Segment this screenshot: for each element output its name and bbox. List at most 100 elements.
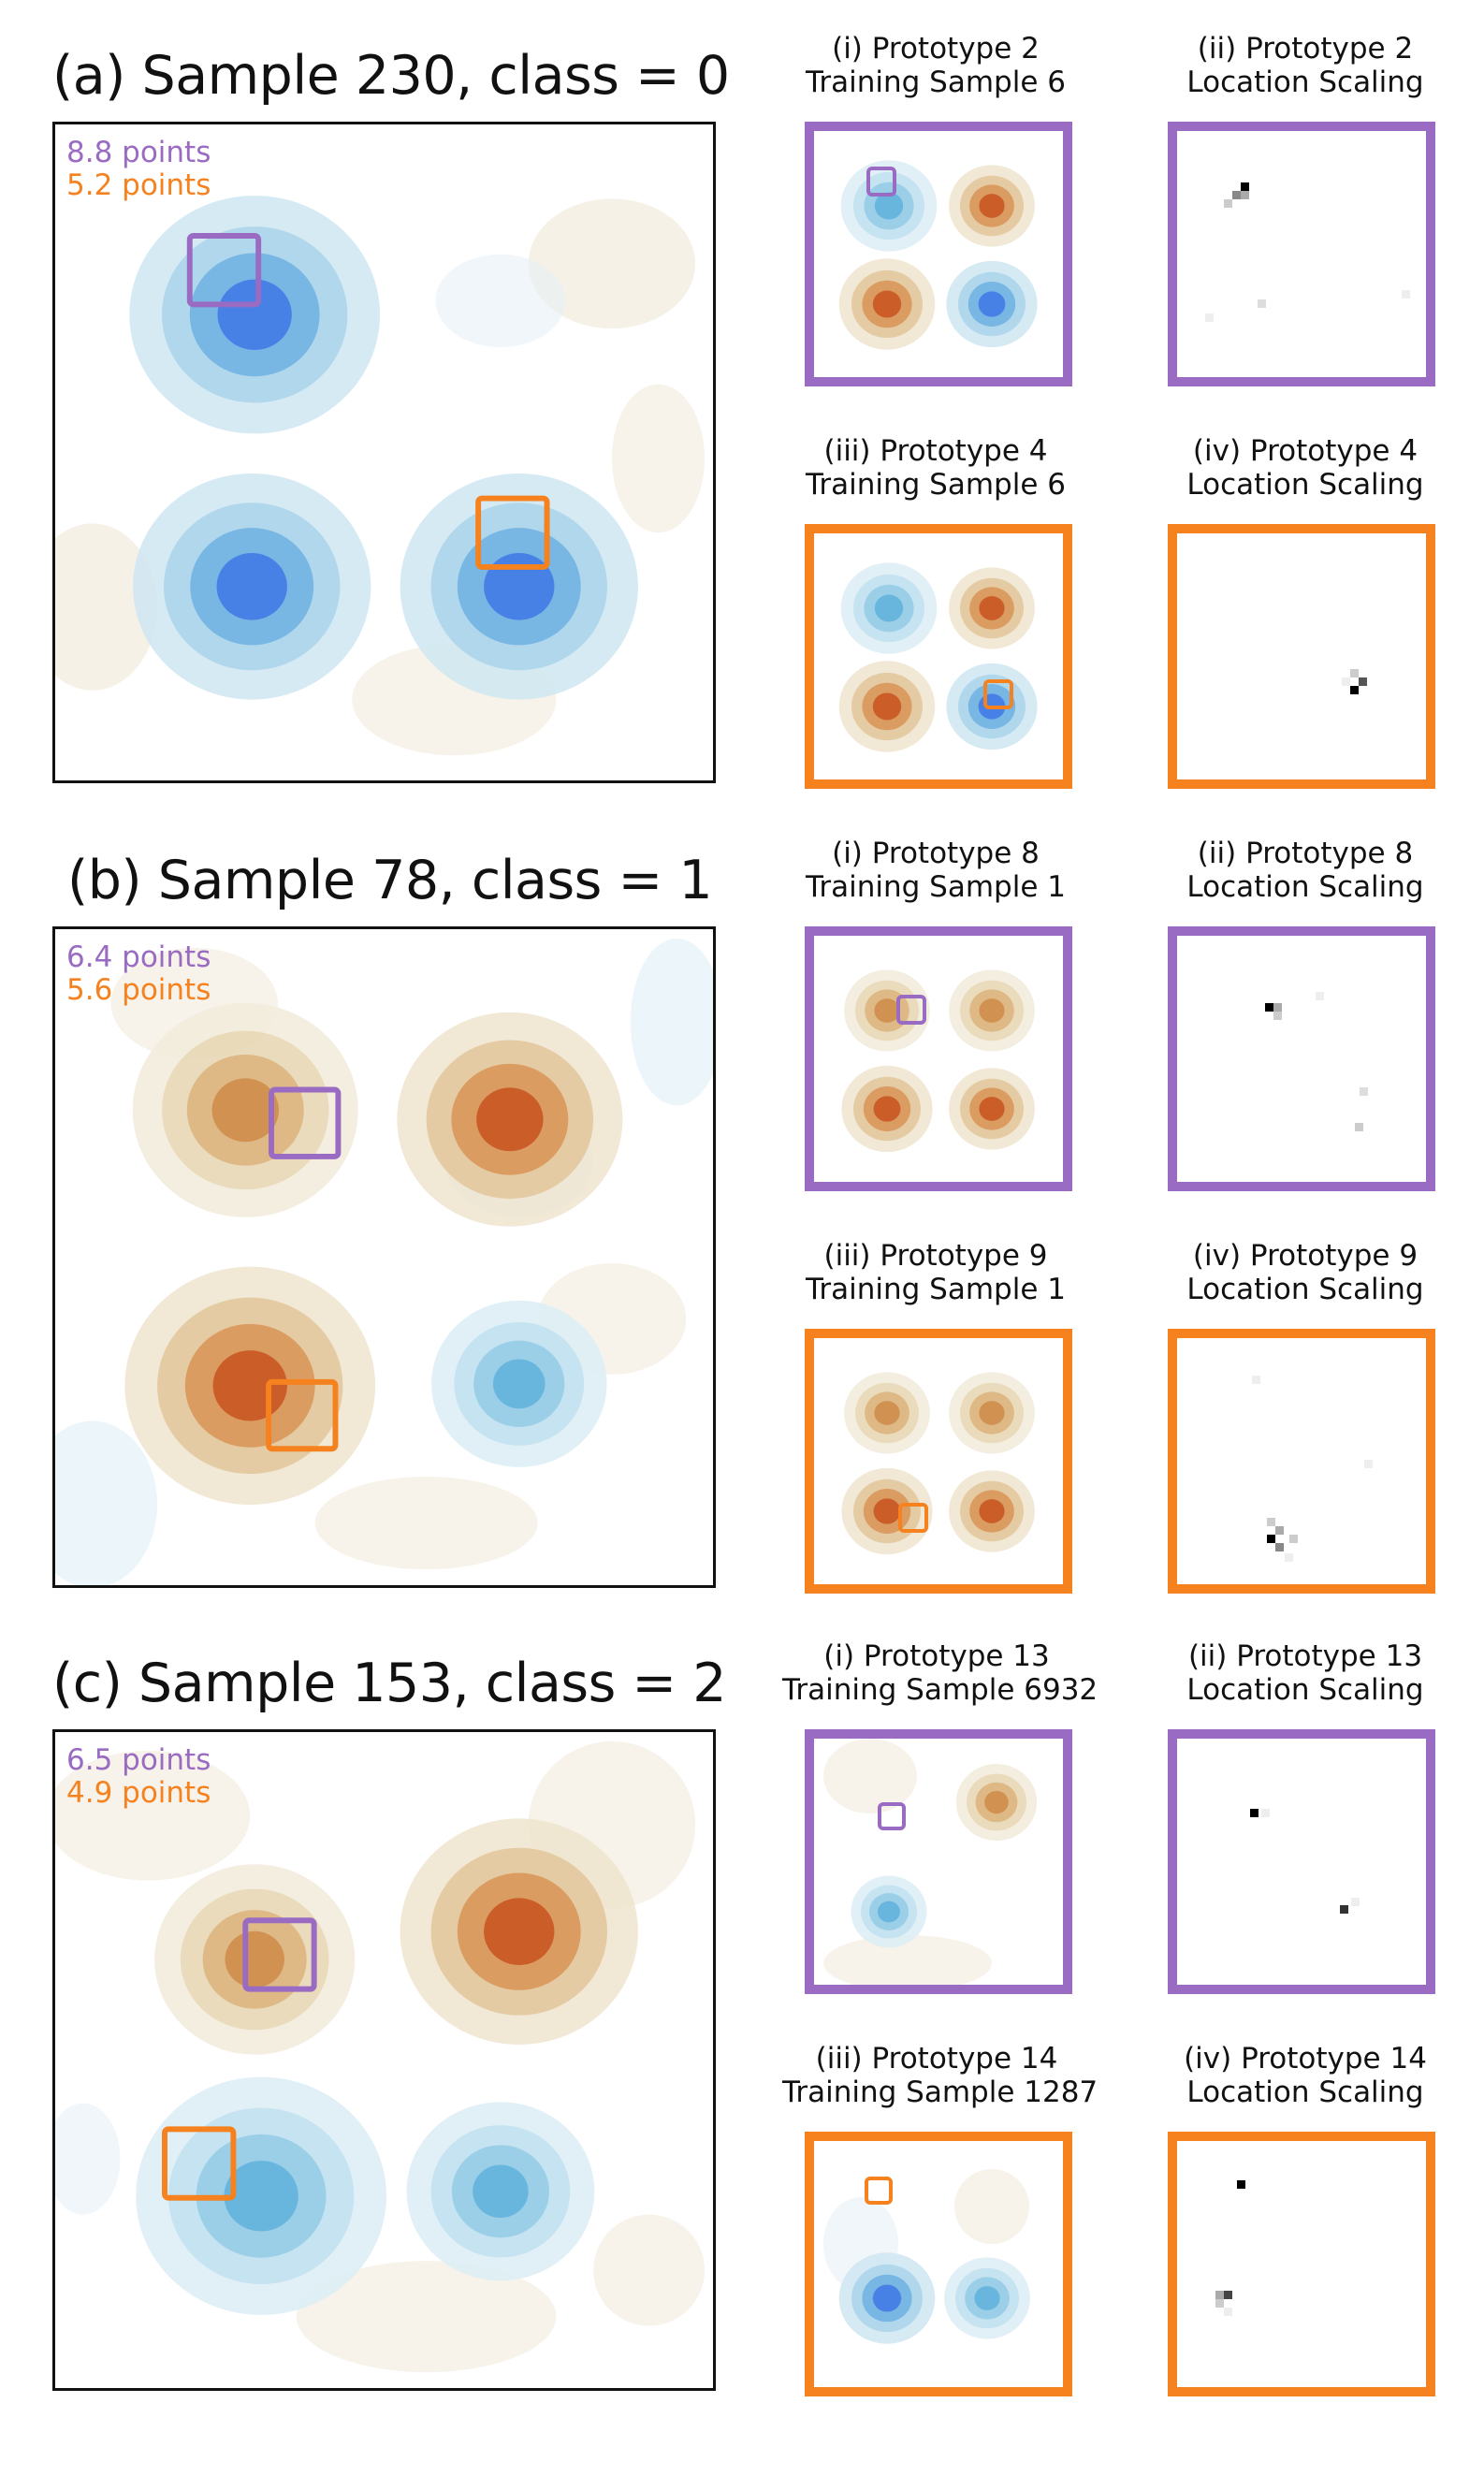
orange-prototype-box: [475, 495, 550, 570]
scaling-pixel: [1250, 1809, 1258, 1817]
sample-230-heatmap: 8.8 points 5.2 points: [52, 122, 716, 783]
scaling-pixel: [1241, 182, 1249, 191]
row-b-title: (b) Sample 78, class = 1: [67, 850, 713, 911]
sample-78-heatmap: 6.4 points 5.6 points: [52, 926, 716, 1588]
lblue-blob: [840, 562, 938, 654]
prototype-location-box: [983, 679, 1013, 709]
proto-9-scaling-title: (iv) Prototype 9 Location Scaling: [1170, 1239, 1441, 1306]
proto-9-title-line1: (iii) Prototype 9: [823, 1239, 1048, 1273]
tan-blob: [844, 969, 930, 1052]
tan-blob: [154, 1864, 356, 2055]
prototype-location-box: [896, 995, 926, 1025]
proto-4-title-line2: Training Sample 6: [806, 468, 1066, 502]
proto-2-scaling-line2: Location Scaling: [1186, 66, 1424, 99]
prototype-location-box: [878, 1802, 906, 1830]
scaling-pixel: [1224, 2291, 1232, 2299]
scaling-pixel: [1215, 2299, 1224, 2308]
brown-blob: [124, 1266, 376, 1505]
prototype-location-box: [865, 2177, 893, 2205]
sample-230-field: [55, 196, 706, 756]
scaling-pixel: [1237, 2180, 1245, 2189]
purple-points-label: 6.5 points: [66, 1743, 211, 1777]
row-a-title: (a) Sample 230, class = 0: [52, 45, 730, 107]
proto-2-title-line1: (i) Prototype 2: [832, 32, 1040, 66]
tan-blob: [949, 969, 1035, 1052]
orange-points-label: 4.9 points: [66, 1776, 211, 1810]
proto-8-scaling-line2: Location Scaling: [1186, 870, 1424, 904]
row-c-title: (c) Sample 153, class = 2: [52, 1653, 727, 1714]
scaling-pixel: [1364, 1460, 1373, 1468]
brown-blob: [949, 1068, 1035, 1150]
scaling-pixel: [1350, 686, 1359, 694]
prototype-13-location-scaling: [1168, 1729, 1435, 1994]
orange-points-label: 5.2 points: [66, 168, 211, 202]
scaling-pixel: [1261, 1809, 1270, 1817]
proto-4-scaling-line2: Location Scaling: [1186, 468, 1424, 502]
prototype-2-location-scaling: [1168, 122, 1435, 386]
proto-14-title-line2: Training Sample 1287: [782, 2075, 1098, 2109]
scaling-pixel: [1267, 1535, 1275, 1543]
blue-blob: [838, 2252, 936, 2344]
lblue-blob: [136, 2076, 386, 2315]
proto-9-title: (iii) Prototype 9 Training Sample 1: [805, 1239, 1067, 1306]
prototype-9-location-scaling: [1168, 1329, 1435, 1594]
lblue-blob: [944, 2257, 1030, 2339]
lblue-blob: [840, 160, 938, 252]
orange-prototype-box: [162, 2126, 237, 2201]
tan-blob: [132, 1002, 358, 1217]
prototype-2-image: [805, 122, 1072, 386]
scaling-pixel: [1224, 2308, 1232, 2316]
scaling-pixel: [1351, 1898, 1360, 1906]
scaling-pixel: [1360, 1087, 1368, 1096]
scaling-pixel: [1273, 1012, 1282, 1020]
proto-14-scaling-title: (iv) Prototype 14 Location Scaling: [1170, 2042, 1441, 2109]
prototype-location-box: [898, 1503, 928, 1533]
proto-2-scaling-title: (ii) Prototype 2 Location Scaling: [1170, 32, 1441, 99]
scaling-pixel: [1342, 677, 1350, 686]
sample-153-field: [55, 1740, 706, 2373]
proto-13-scaling-line1: (ii) Prototype 13: [1187, 1639, 1423, 1673]
lblue-blob: [851, 1875, 927, 1948]
brown-blob: [841, 1467, 933, 1555]
proto-9-scaling-line2: Location Scaling: [1186, 1273, 1424, 1306]
proto-14-scaling-line1: (iv) Prototype 14: [1184, 2042, 1427, 2075]
proto-8-scaling-title: (ii) Prototype 8 Location Scaling: [1170, 837, 1441, 904]
purple-prototype-box: [269, 1086, 342, 1159]
purple-prototype-box: [186, 233, 262, 308]
blue-blob: [133, 473, 371, 700]
proto-13-title-line2: Training Sample 6932: [782, 1673, 1098, 1707]
scaling-pixel: [1355, 1123, 1363, 1131]
proto-2-title: (i) Prototype 2 Training Sample 6: [805, 32, 1067, 99]
sample-78-field: [55, 938, 713, 1585]
tan-blob: [949, 1372, 1035, 1454]
scaling-pixel: [1316, 992, 1324, 1000]
blue-blob: [129, 196, 381, 434]
proto-13-scaling-title: (ii) Prototype 13 Location Scaling: [1170, 1639, 1441, 1707]
prototype-14-image: [805, 2132, 1072, 2396]
scaling-pixel: [1224, 199, 1232, 208]
orange-prototype-box: [266, 1378, 339, 1452]
brown-blob: [397, 1012, 623, 1227]
proto-2-title-line2: Training Sample 6: [806, 66, 1066, 99]
proto-13-scaling-line2: Location Scaling: [1186, 1673, 1424, 1707]
scaling-pixel: [1275, 1526, 1284, 1535]
prototype-4-location-scaling: [1168, 524, 1435, 789]
proto-4-title: (iii) Prototype 4 Training Sample 6: [805, 434, 1067, 502]
purple-points-label: 8.8 points: [66, 136, 211, 169]
scaling-pixel: [1205, 313, 1214, 322]
proto-8-title: (i) Prototype 8 Training Sample 1: [805, 837, 1067, 904]
scaling-pixel: [1275, 1543, 1284, 1551]
proto-8-title-line1: (i) Prototype 8: [832, 837, 1040, 870]
proto-9-scaling-line1: (iv) Prototype 9: [1192, 1239, 1419, 1273]
brown-blob: [841, 1065, 933, 1153]
brown-blob: [949, 165, 1035, 247]
purple-prototype-box: [242, 1917, 317, 1992]
proto-4-title-line1: (iii) Prototype 4: [823, 434, 1048, 468]
proto-13-title-line1: (i) Prototype 13: [823, 1639, 1050, 1673]
brown-blob: [838, 661, 936, 752]
scaling-pixel: [1258, 299, 1266, 308]
proto-8-scaling-line1: (ii) Prototype 8: [1197, 837, 1414, 870]
proto-14-title-line1: (iii) Prototype 14: [815, 2042, 1058, 2075]
brown-blob: [949, 567, 1035, 649]
scaling-pixel: [1252, 1376, 1260, 1384]
